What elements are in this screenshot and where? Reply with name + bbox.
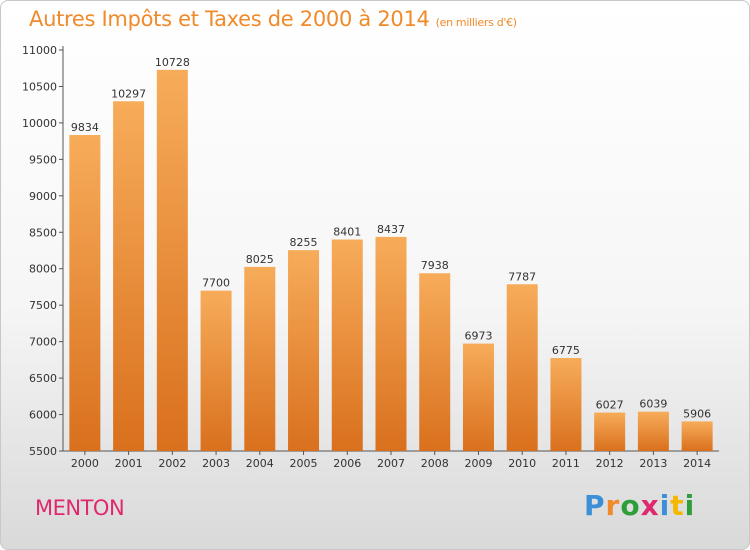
bar-2012: [594, 412, 626, 451]
y-tick-label: 6500: [29, 372, 57, 385]
bar-2008: [419, 273, 451, 451]
value-label-2001: 10297: [111, 87, 146, 100]
x-tick-label-2011: 2011: [552, 457, 580, 470]
bar-2010: [506, 284, 538, 451]
y-tick-label: 11000: [22, 44, 57, 57]
y-tick-label: 5500: [29, 445, 57, 458]
bar-2011: [550, 358, 582, 451]
y-tick-label: 9500: [29, 153, 57, 166]
x-tick-label-2012: 2012: [596, 457, 624, 470]
proxiti-logo: Proxiti: [584, 489, 695, 522]
bar-2002: [156, 69, 188, 452]
x-tick-label-2004: 2004: [246, 457, 274, 470]
x-tick-label-2005: 2005: [290, 457, 318, 470]
x-tick-label-2007: 2007: [377, 457, 405, 470]
logo-letter: i: [659, 489, 671, 522]
x-tick-label-2001: 2001: [115, 457, 143, 470]
logo-letter: r: [605, 489, 621, 522]
value-label-2002: 10728: [155, 56, 190, 69]
value-label-2005: 8255: [290, 236, 318, 249]
y-tick-label: 6000: [29, 409, 57, 422]
logo-letter: x: [640, 489, 660, 522]
value-label-2009: 6973: [464, 330, 492, 343]
bar-2006: [331, 239, 363, 451]
value-label-2014: 5906: [683, 407, 711, 420]
x-tick-label-2009: 2009: [464, 457, 492, 470]
value-label-2000: 9834: [71, 121, 99, 134]
bar-2004: [244, 266, 276, 451]
x-tick-label-2006: 2006: [333, 457, 361, 470]
logo-letter: i: [684, 489, 696, 522]
y-tick-label: 8000: [29, 263, 57, 276]
x-tick-label-2002: 2002: [158, 457, 186, 470]
y-tick-label: 10000: [22, 117, 57, 130]
x-tick-label-2014: 2014: [683, 457, 711, 470]
x-tick-label-2000: 2000: [71, 457, 99, 470]
title-text: Autres Impôts et Taxes de 2000 à 2014: [29, 7, 430, 31]
value-label-2007: 8437: [377, 223, 405, 236]
x-tick-label-2010: 2010: [508, 457, 536, 470]
value-label-2008: 7938: [421, 259, 449, 272]
logo-letter: o: [620, 489, 641, 522]
x-tick-label-2013: 2013: [639, 457, 667, 470]
y-tick-label: 9000: [29, 190, 57, 203]
value-label-2006: 8401: [333, 225, 361, 238]
y-tick-label: 10500: [22, 80, 57, 93]
bar-2001: [113, 101, 145, 451]
bar-2014: [681, 421, 713, 451]
bar-2003: [200, 290, 232, 451]
bar-2009: [462, 343, 494, 451]
bar-2013: [637, 411, 669, 451]
bar-2000: [69, 135, 101, 451]
value-label-2011: 6775: [552, 344, 580, 357]
logo-letter: t: [670, 489, 685, 522]
logo-letter: P: [584, 489, 606, 522]
y-tick-label: 7000: [29, 336, 57, 349]
commune-name: MENTON: [35, 496, 125, 520]
y-tick-label: 7500: [29, 299, 57, 312]
x-tick-label-2008: 2008: [421, 457, 449, 470]
bar-2005: [288, 250, 320, 451]
value-label-2003: 7700: [202, 277, 230, 290]
bar-2007: [375, 236, 407, 451]
x-tick-label-2003: 2003: [202, 457, 230, 470]
value-label-2010: 7787: [508, 270, 536, 283]
value-label-2012: 6027: [596, 399, 624, 412]
y-tick-label: 8500: [29, 226, 57, 239]
subtitle-text: (en milliers d'€): [435, 16, 517, 29]
chart-title: Autres Impôts et Taxes de 2000 à 2014 (en…: [29, 7, 517, 31]
value-label-2013: 6039: [639, 398, 667, 411]
value-label-2004: 8025: [246, 253, 274, 266]
